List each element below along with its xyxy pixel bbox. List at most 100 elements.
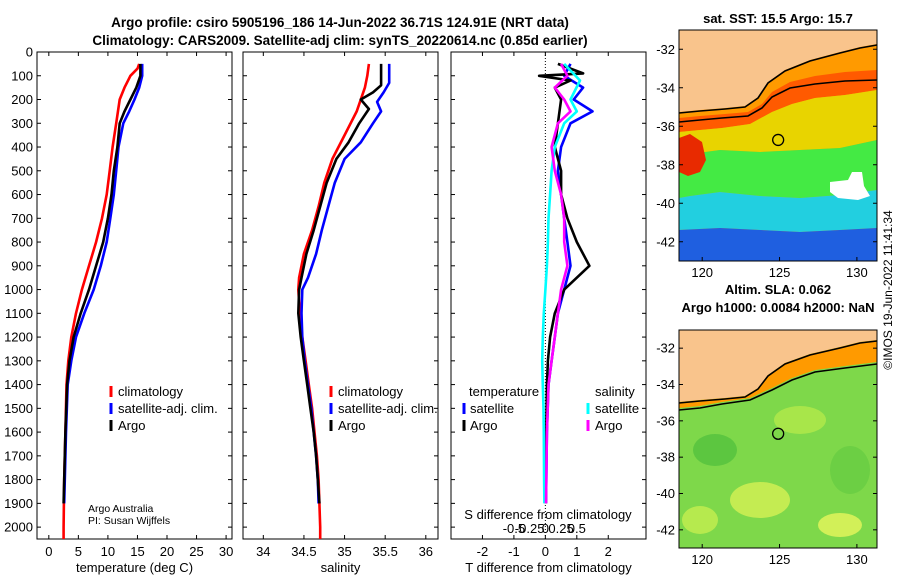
series-line-salinity-argo (544, 63, 572, 504)
y-tick-label: 500 (11, 163, 33, 178)
sst-map-frame (678, 29, 878, 262)
y-tick-label: 800 (11, 235, 33, 250)
sla-map-shelf-contour (679, 363, 877, 411)
map-y-tick-label: -32 (656, 42, 675, 57)
salinity-legend: climatology satellite-adj. clim. Argo (329, 384, 438, 433)
sla-map-title: Altim. SLA: 0.062 (725, 282, 831, 297)
y-tick-label: 200 (11, 92, 33, 107)
map-y-tick-label: -42 (656, 522, 675, 537)
map-x-tick-label: 130 (846, 265, 868, 280)
x-tick-label: 25 (189, 544, 203, 559)
legend-label-climatology: climatology (118, 384, 184, 399)
y-tick-label: 1200 (4, 330, 33, 345)
map-x-tick-label: 125 (769, 552, 791, 567)
sla-map-blob (818, 513, 862, 537)
legend-label-s-argo: Argo (595, 418, 622, 433)
map-y-tick-label: -34 (656, 80, 675, 95)
legend-label-satellite: satellite-adj. clim. (118, 401, 218, 416)
legend-label-t-argo: Argo (470, 418, 497, 433)
top-x-tick-label: -0.5 (503, 521, 525, 536)
top-x-tick-label: -0.25 (515, 521, 545, 536)
top-x-tick-label: 0.25 (548, 521, 573, 536)
y-tick-label: 1900 (4, 496, 33, 511)
x-tick-label: 20 (160, 544, 174, 559)
difference-legend: temperature salinity satellite Argo sate… (462, 384, 639, 433)
plot-frame (36, 51, 233, 540)
y-tick-label: 1800 (4, 472, 33, 487)
y-tick-label: 1000 (4, 282, 33, 297)
sst-map-red-patch (679, 134, 706, 176)
y-tick-label: 700 (11, 211, 33, 226)
map-y-tick-label: -38 (656, 157, 675, 172)
temperature-legend: climatology satellite-adj. clim. Argo (109, 384, 218, 433)
sla-map-blob (774, 406, 826, 434)
map-y-tick-label: -36 (656, 119, 675, 134)
argo-location-marker (772, 427, 785, 440)
credit-line1: Argo Australia (88, 503, 154, 515)
y-tick-label: 400 (11, 140, 33, 155)
map-y-tick-label: -40 (656, 196, 675, 211)
sla-map-axes: 120 125 130 -32 -34 -36 -38 -40 -42 (656, 341, 877, 567)
map-y-tick-label: -36 (656, 413, 675, 428)
x-axis-label: salinity (321, 560, 361, 575)
legend-label-satellite: satellite-adj. clim. (338, 401, 438, 416)
y-tick-label: 1400 (4, 377, 33, 392)
temperature-panel: 0100200300400500600700800900100011001200… (4, 45, 233, 576)
series-line-salinity-satellite (540, 63, 582, 504)
y-tick-label: 1700 (4, 448, 33, 463)
y-tick-label: 600 (11, 187, 33, 202)
legend-label-s-satellite: satellite (595, 401, 639, 416)
top-x-tick-label: 0 (542, 521, 549, 536)
sst-map-cloud-mask (830, 172, 870, 200)
x-tick-label: 15 (130, 544, 144, 559)
y-tick-label: 1500 (4, 401, 33, 416)
map-x-tick-label: 130 (846, 552, 868, 567)
x-tick-label: 0 (542, 544, 549, 559)
x-tick-label: 30 (219, 544, 233, 559)
sst-map-image (679, 30, 877, 261)
y-tick-label: 300 (11, 116, 33, 131)
difference-top-xlabel: S difference from climatology (464, 507, 632, 522)
map-y-tick-label: -32 (656, 341, 675, 356)
plot-frame (242, 51, 439, 540)
x-tick-label: 35 (337, 544, 351, 559)
x-tick-label: 0 (45, 544, 52, 559)
sst-map-cyan-band (679, 190, 877, 232)
x-tick-label: -2 (477, 544, 489, 559)
top-x-tick-label: 0.5 (568, 521, 586, 536)
y-tick-label: 1600 (4, 425, 33, 440)
sst-map-axes: 120 125 130 -32 -34 -36 -38 -40 -42 (656, 42, 877, 280)
y-tick-label: 0 (26, 45, 33, 60)
sla-map-blob (682, 506, 718, 534)
title-line2: Climatology: CARS2009. Satellite-adj cli… (92, 33, 587, 48)
sla-map-frame (678, 329, 878, 549)
series-group (62, 63, 144, 539)
sla-map-blob (693, 434, 737, 466)
x-axis-label: T difference from climatology (465, 560, 632, 575)
x-tick-label: 5 (75, 544, 82, 559)
legend-title-temperature: temperature (469, 384, 539, 399)
x-tick-label: 36 (419, 544, 433, 559)
salinity-panel: 34 34.5 35 35.5 36 salinity (242, 51, 439, 575)
x-tick-label: 10 (101, 544, 115, 559)
legend-label-climatology: climatology (338, 384, 404, 399)
sla-map-shelf-band (679, 340, 877, 408)
argo-location-marker (772, 133, 785, 147)
sla-map-coastline (679, 340, 877, 404)
title-line1: Argo profile: csiro 5905196_186 14-Jun-2… (111, 15, 569, 30)
plot-frame (450, 51, 647, 540)
sst-map-coastline (679, 44, 877, 114)
x-tick-label: 2 (605, 544, 612, 559)
sst-map-shelf-contour (679, 79, 877, 123)
legend-label-t-satellite: satellite (470, 401, 514, 416)
x-tick-label: 1 (573, 544, 580, 559)
map-y-tick-label: -40 (656, 486, 675, 501)
map-x-tick-label: 120 (691, 265, 713, 280)
map-y-tick-label: -42 (656, 234, 675, 249)
y-tick-label: 900 (11, 258, 33, 273)
y-tick-label: 1300 (4, 353, 33, 368)
sst-map-blue-band (679, 228, 877, 261)
credit-line2: PI: Susan Wijffels (88, 515, 170, 527)
sla-map-ocean (679, 340, 877, 548)
